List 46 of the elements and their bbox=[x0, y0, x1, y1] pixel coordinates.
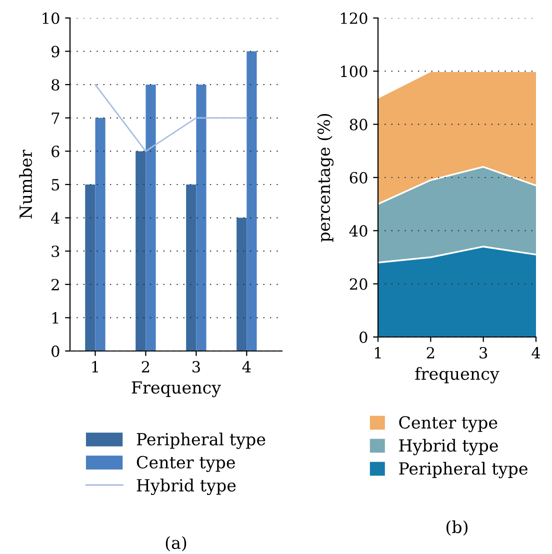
bar bbox=[196, 84, 206, 351]
x-axis-title: frequency bbox=[415, 367, 500, 384]
x-tick-label: 4 bbox=[532, 346, 540, 358]
y-tick-label: 40 bbox=[349, 225, 368, 237]
legend-label: Hybrid type bbox=[399, 438, 498, 456]
y-tick-label: 5 bbox=[52, 179, 60, 191]
x-tick-label: 1 bbox=[375, 346, 381, 358]
x-axis-title: Frequency bbox=[132, 381, 222, 398]
bar bbox=[146, 84, 156, 351]
y-tick-label: 6 bbox=[52, 146, 60, 158]
y-tick-label: 1 bbox=[52, 312, 58, 324]
bar bbox=[95, 118, 106, 351]
y-axis-title: Number bbox=[19, 150, 32, 218]
bar bbox=[236, 218, 247, 351]
y-tick-label: 100 bbox=[340, 66, 368, 78]
x-tick-label: 3 bbox=[480, 346, 488, 359]
legend-label: Peripheral type bbox=[136, 432, 266, 449]
y-tick-label: 2 bbox=[52, 278, 59, 290]
bar bbox=[136, 151, 146, 351]
y-tick-label: 0 bbox=[52, 345, 60, 358]
y-tick-label: 9 bbox=[52, 46, 60, 58]
y-tick-label: 8 bbox=[52, 79, 60, 91]
y-tick-label: 60 bbox=[350, 172, 368, 184]
x-tick-label: 1 bbox=[92, 360, 98, 372]
x-tick-label: 2 bbox=[142, 360, 150, 372]
legend-label: Hybrid type bbox=[136, 478, 236, 496]
y-tick-label: 0 bbox=[360, 331, 368, 344]
y-tick-label: 120 bbox=[340, 12, 368, 24]
legend-label: Peripheral type bbox=[399, 462, 528, 478]
y-tick-label: 20 bbox=[350, 278, 368, 290]
y-tick-label: 80 bbox=[350, 118, 368, 130]
x-tick-label: 3 bbox=[192, 360, 200, 373]
y-axis-title: percentage (%) bbox=[317, 114, 334, 242]
y-tick-label: 10 bbox=[42, 12, 60, 24]
legend-label: Center type bbox=[399, 416, 498, 432]
text: (a) bbox=[166, 536, 186, 552]
bar bbox=[85, 184, 96, 351]
x-tick-label: 2 bbox=[426, 346, 434, 358]
x-tick-label: 4 bbox=[242, 360, 251, 372]
legend-label: Center type bbox=[136, 456, 235, 472]
text: (b) bbox=[446, 520, 468, 536]
y-tick-label: 3 bbox=[52, 246, 60, 258]
y-tick-label: 4 bbox=[51, 212, 60, 224]
bar bbox=[186, 184, 196, 351]
y-tick-label: 7 bbox=[52, 112, 60, 124]
bar bbox=[246, 51, 257, 351]
